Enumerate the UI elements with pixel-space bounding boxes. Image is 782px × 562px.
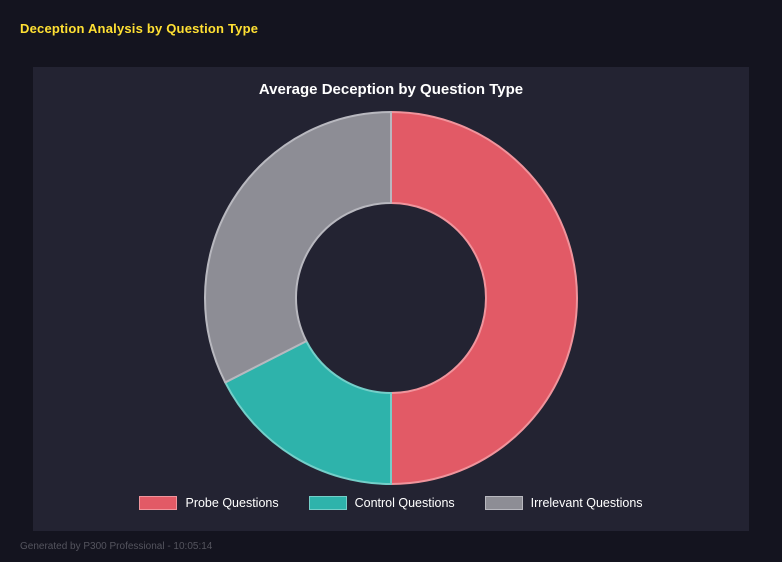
chart-title: Average Deception by Question Type <box>258 81 524 98</box>
legend-item-control: Control Questions <box>308 496 455 510</box>
donut-chart <box>204 111 578 485</box>
legend-label-probe: Probe Questions <box>185 496 279 510</box>
donut-segment-1 <box>224 340 392 485</box>
donut-segment-0 <box>390 111 578 485</box>
legend-swatch-probe <box>139 496 178 510</box>
donut-segment-2 <box>204 111 392 384</box>
legend-swatch-control <box>308 496 347 510</box>
page-title: Deception Analysis by Question Type <box>20 21 259 36</box>
legend-label-control: Control Questions <box>354 496 455 510</box>
chart-legend: Probe Questions Control Questions Irrele… <box>139 496 643 510</box>
footer-text: Generated by P300 Professional - 10:05:1… <box>20 541 213 552</box>
legend-swatch-irrelevant <box>484 496 523 510</box>
legend-label-irrelevant: Irrelevant Questions <box>530 496 643 510</box>
legend-item-irrelevant: Irrelevant Questions <box>484 496 643 510</box>
chart-card: Average Deception by Question Type Probe… <box>33 67 749 531</box>
legend-item-probe: Probe Questions <box>139 496 279 510</box>
